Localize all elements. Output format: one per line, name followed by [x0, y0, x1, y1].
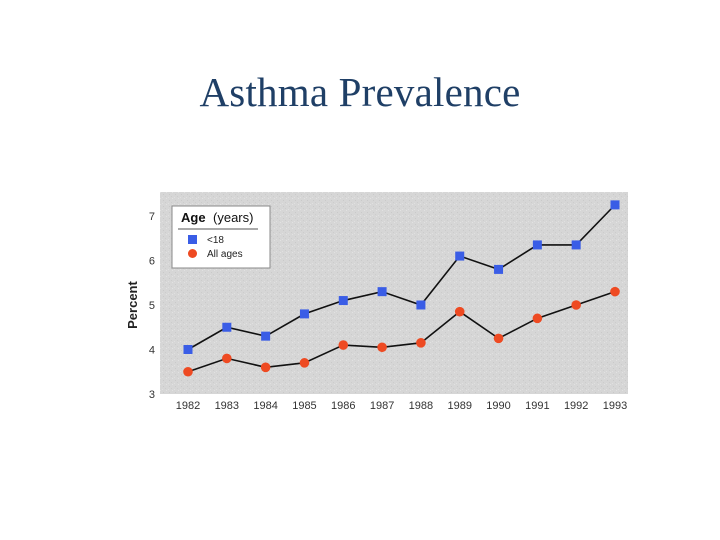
- data-point-all-ages: [377, 342, 387, 353]
- x-tick-label: 1985: [292, 400, 316, 412]
- data-point-all-ages: [493, 333, 504, 344]
- legend-title-bold: Age: [181, 210, 206, 225]
- data-point-all-ages: [454, 306, 465, 317]
- legend-circle-marker: [188, 249, 197, 258]
- data-point-all-ages: [338, 340, 349, 350]
- x-tick-label: 1987: [370, 400, 394, 412]
- data-point-under-18: [299, 309, 309, 319]
- slide-title: Asthma Prevalence: [199, 69, 521, 115]
- data-point-under-18: [416, 300, 426, 310]
- data-point-under-18: [571, 240, 581, 250]
- data-point-under-18: [377, 287, 387, 297]
- legend-item-under-18: <18: [207, 235, 224, 246]
- data-point-under-18: [494, 264, 504, 274]
- legend-item-all-ages: All ages: [207, 249, 243, 260]
- x-tick-label: 1990: [486, 400, 510, 412]
- y-axis-label: Percent: [125, 280, 140, 328]
- data-point-all-ages: [571, 300, 581, 310]
- data-point-all-ages: [260, 362, 271, 373]
- x-tick-label: 1982: [176, 400, 200, 412]
- y-tick-label: 5: [149, 300, 155, 312]
- legend-title: Age (years): [181, 209, 253, 226]
- y-tick-label: 6: [149, 256, 155, 268]
- x-tick-label: 1991: [525, 400, 549, 412]
- data-point-under-18: [610, 200, 620, 210]
- x-tick-label: 1992: [564, 400, 588, 412]
- y-tick-label: 4: [149, 345, 155, 357]
- legend-title-rest: (years): [213, 210, 253, 225]
- data-point-all-ages: [610, 286, 620, 297]
- x-tick-label: 1986: [331, 400, 355, 412]
- data-point-all-ages: [299, 358, 310, 368]
- x-tick-label: 1989: [447, 400, 471, 412]
- data-point-all-ages: [416, 338, 426, 348]
- legend-square-marker: [188, 235, 197, 244]
- y-tick-label: 7: [149, 211, 155, 223]
- y-tick-label: 3: [149, 389, 155, 401]
- x-tick-label: 1993: [603, 400, 627, 412]
- data-point-under-18: [261, 331, 271, 341]
- data-point-all-ages: [183, 366, 193, 377]
- data-point-all-ages: [532, 313, 543, 324]
- data-point-under-18: [222, 322, 232, 332]
- series-line-under-18: [187, 204, 616, 351]
- data-point-all-ages: [222, 353, 232, 364]
- data-point-under-18: [455, 251, 465, 261]
- data-point-under-18: [338, 296, 348, 306]
- x-tick-label: 1988: [409, 400, 433, 412]
- series-line-all-ages: [187, 290, 616, 373]
- data-point-under-18: [183, 345, 193, 354]
- data-point-under-18: [532, 240, 542, 250]
- legend: Age (years) <18 All ages: [171, 205, 271, 269]
- x-tick-label: 1983: [215, 400, 239, 412]
- x-tick-label: 1984: [253, 400, 277, 412]
